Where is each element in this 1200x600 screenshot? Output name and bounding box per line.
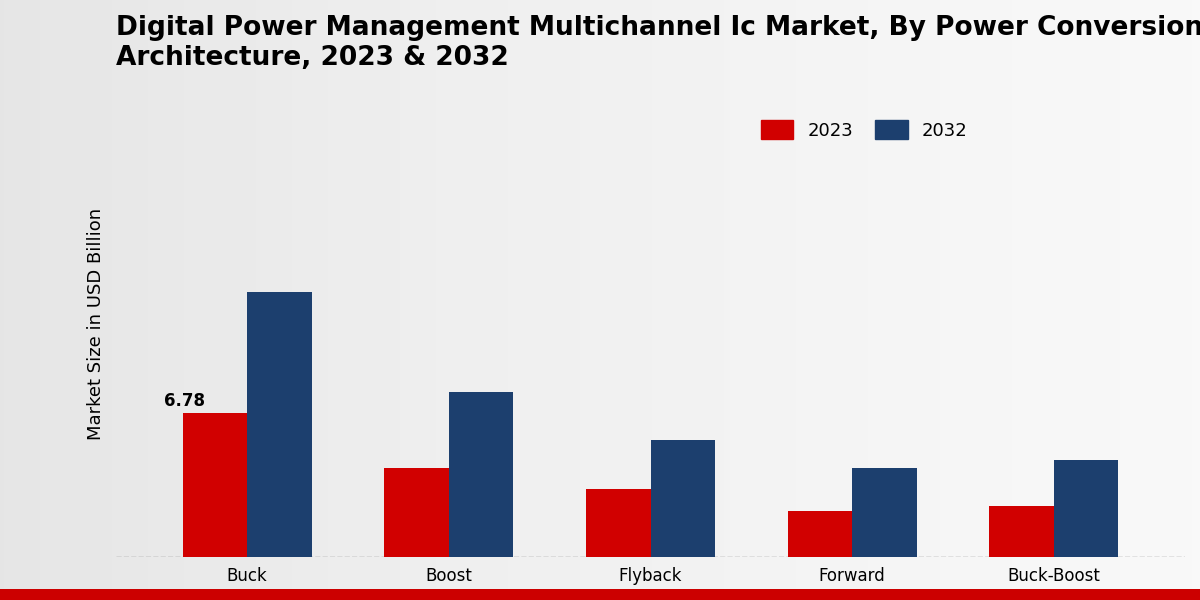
Y-axis label: Market Size in USD Billion: Market Size in USD Billion: [88, 208, 106, 440]
Bar: [1054, 460, 1118, 557]
Legend: 2023, 2032: 2023, 2032: [754, 113, 976, 147]
Text: Digital Power Management Multichannel Ic Market, By Power Conversion
Architectur: Digital Power Management Multichannel Ic…: [116, 15, 1200, 71]
Bar: [449, 392, 514, 557]
Bar: [586, 490, 650, 557]
Bar: [384, 468, 449, 557]
Bar: [852, 468, 917, 557]
Bar: [989, 506, 1054, 557]
Bar: [787, 511, 852, 557]
Bar: [650, 440, 715, 557]
Bar: [247, 292, 312, 557]
Text: 6.78: 6.78: [164, 392, 205, 410]
Bar: [182, 413, 247, 557]
